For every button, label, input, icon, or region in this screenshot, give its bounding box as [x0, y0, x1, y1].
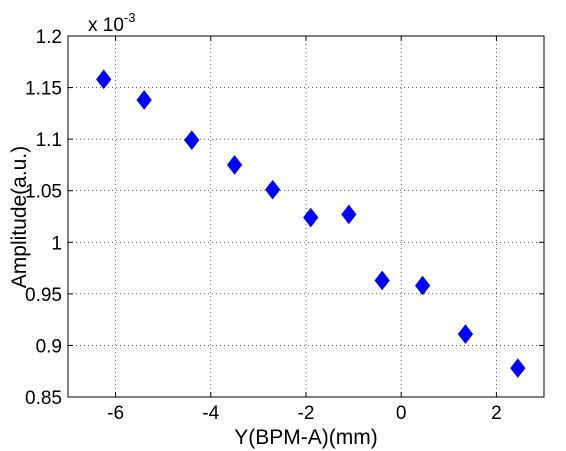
y-tick-label: 0.95: [25, 285, 62, 306]
y-tick-label: 1.2: [36, 27, 62, 48]
data-point: [184, 130, 200, 150]
y-tick-label: 0.9: [36, 336, 62, 357]
y-axis-label: Amplitude(a.u.): [8, 146, 31, 288]
data-point: [374, 270, 390, 291]
y-tick-label: 1.1: [36, 130, 62, 151]
x-axis-label: Y(BPM-A)(mm): [234, 426, 377, 449]
data-point: [226, 155, 243, 175]
data-point: [414, 275, 431, 296]
data-point: [303, 207, 319, 228]
data-point: [341, 204, 357, 225]
data-point: [136, 90, 152, 110]
y-tick-label: 0.85: [25, 388, 62, 409]
x-tick-label: -4: [202, 403, 219, 424]
data-point: [96, 69, 112, 90]
x-tick-label: -2: [298, 403, 315, 424]
y-tick-labels: 0.85 0.9 0.95 1 1.05 1.1 1.15 1.2: [25, 27, 62, 409]
data-point: [510, 358, 526, 378]
y-tick-label: 1: [51, 233, 62, 254]
axis-ticks: [68, 35, 544, 398]
x-tick-label: -6: [107, 403, 124, 424]
x-tick-label: 2: [491, 403, 502, 424]
y-tick-label: 1.05: [25, 182, 62, 203]
x-tick-labels: -6 -4 -2 0 2: [107, 403, 502, 424]
y-multiplier-exponent: -3: [124, 10, 136, 25]
y-tick-label: 1.15: [25, 79, 62, 100]
data-point: [457, 324, 474, 344]
data-points: [96, 69, 526, 378]
data-point: [265, 179, 281, 200]
y-multiplier-base: x 10: [88, 15, 124, 36]
y-multiplier-label: x 10-3: [88, 10, 135, 36]
x-tick-label: 0: [396, 403, 407, 424]
